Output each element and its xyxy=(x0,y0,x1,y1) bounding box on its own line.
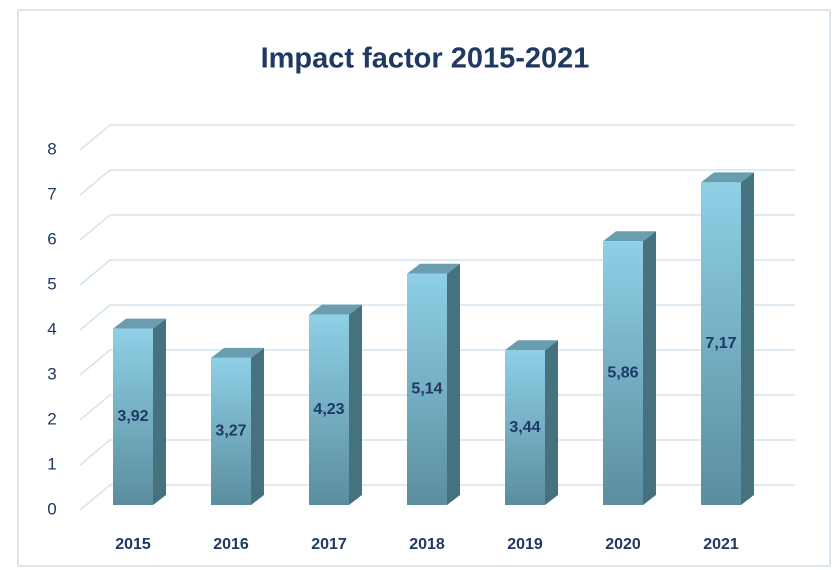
y-tick-label: 4 xyxy=(47,319,56,338)
bar-side xyxy=(545,340,558,505)
bar xyxy=(603,241,643,506)
bar-top xyxy=(113,318,166,329)
y-tick-label: 7 xyxy=(47,184,56,203)
grid-line xyxy=(79,259,795,286)
y-tick-label: 0 xyxy=(47,499,56,518)
y-tick-label: 8 xyxy=(47,139,56,158)
x-tick-label: 2021 xyxy=(703,536,739,553)
data-label: 3,27 xyxy=(215,423,246,440)
x-tick-label: 2016 xyxy=(213,536,249,553)
x-tick-label: 2018 xyxy=(409,536,445,553)
chart-frame xyxy=(17,9,831,567)
bar xyxy=(505,350,545,505)
data-label: 4,23 xyxy=(313,401,344,418)
bar-side xyxy=(643,231,656,506)
bar xyxy=(309,314,349,505)
y-tick-label: 2 xyxy=(47,409,56,428)
data-label: 3,92 xyxy=(117,408,148,425)
bar-top xyxy=(211,347,264,358)
y-tick-label: 6 xyxy=(47,229,56,248)
bar-top xyxy=(505,340,558,351)
bar-top xyxy=(309,304,362,315)
bar-top xyxy=(407,263,460,274)
x-tick-label: 2020 xyxy=(605,536,641,553)
grid-line xyxy=(79,304,795,331)
y-tick-label: 1 xyxy=(47,454,56,473)
grid-line xyxy=(79,169,795,196)
grid-line xyxy=(79,214,795,241)
x-tick-label: 2015 xyxy=(115,536,151,553)
bar xyxy=(211,357,251,505)
chart-title: Impact factor 2015-2021 xyxy=(261,43,590,75)
grid-line xyxy=(79,484,795,511)
bar xyxy=(113,328,153,505)
data-label: 5,86 xyxy=(607,364,638,381)
bar xyxy=(407,273,447,505)
grid-line xyxy=(79,349,795,376)
bar xyxy=(701,182,741,505)
grid-line xyxy=(79,394,795,421)
y-tick-label: 3 xyxy=(47,364,56,383)
bar-side xyxy=(741,172,754,505)
bar-side xyxy=(251,347,264,505)
bar-top xyxy=(603,231,656,242)
x-tick-label: 2017 xyxy=(311,536,347,553)
data-label: 3,44 xyxy=(509,419,540,436)
bar-top xyxy=(701,172,754,183)
bar-side xyxy=(349,304,362,505)
data-label: 5,14 xyxy=(411,381,442,398)
bar-side xyxy=(447,263,460,505)
y-tick-label: 5 xyxy=(47,274,56,293)
bar-side xyxy=(153,318,166,505)
x-tick-label: 2019 xyxy=(507,536,543,553)
grid-line xyxy=(79,439,795,466)
data-label: 7,17 xyxy=(705,335,736,352)
grid-line xyxy=(79,124,795,151)
